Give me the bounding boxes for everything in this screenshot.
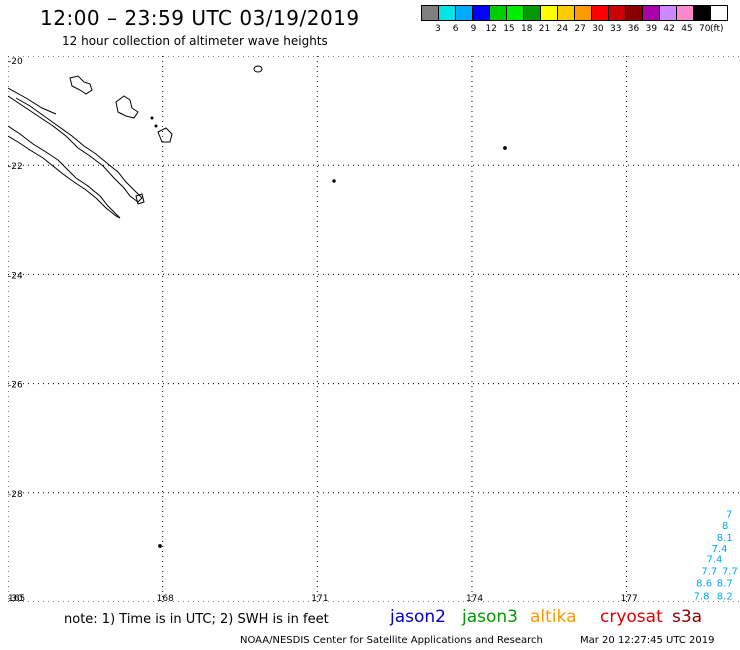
color-legend: 3 6 9 12 15 18 21 24 27 30 33 36 39 42 45 70 (ft) <box>421 5 728 39</box>
map-subtitle: 12 hour collection of altimeter wave hei… <box>62 34 328 48</box>
legend-label: 70 <box>699 24 711 34</box>
legend-label: 6 <box>452 24 459 34</box>
wave-height-value: 8.6 <box>696 579 712 590</box>
longitude-label: 168 <box>157 594 174 602</box>
wave-height-observations: 7.8 8.28.6 8.77.7 7.77.47.48.187 <box>694 509 738 602</box>
wave-height-value: 8.7 <box>717 579 733 590</box>
wave-height-value: 8 <box>722 521 728 532</box>
island-isle-of-pines <box>135 193 145 205</box>
legend-label: 15 <box>503 24 515 34</box>
coastline-grande-terre <box>8 125 121 219</box>
wave-height-value: 7.7 <box>701 567 717 578</box>
legend-label: 9 <box>470 24 477 34</box>
latitude-label: -26 <box>8 381 23 391</box>
islet-b <box>154 124 158 128</box>
satellite-name: cryosat <box>600 607 663 627</box>
wave-height-value: 7.4 <box>712 544 728 555</box>
island-hunter <box>332 179 336 183</box>
legend-label: 36 <box>627 24 640 34</box>
satellite-name: jason2 <box>390 607 446 627</box>
wave-height-value: 7 <box>726 509 732 520</box>
legend-swatch <box>558 6 575 20</box>
legend-label: 3 <box>435 24 441 34</box>
legend-label: 39 <box>645 24 658 34</box>
islet-south <box>158 544 162 548</box>
legend-swatch <box>456 6 473 20</box>
coastline-north <box>8 87 57 115</box>
satellite-name: altika <box>530 607 577 627</box>
wave-height-value: 8.2 <box>717 591 733 602</box>
legend-label: 30 <box>592 24 604 34</box>
legend-swatch <box>490 6 507 20</box>
units-note: note: 1) Time is in UTC; 2) SWH is in fe… <box>64 612 329 627</box>
legend-unit: (ft) <box>710 24 724 34</box>
legend-swatches <box>421 5 728 21</box>
legend-swatch <box>575 6 592 20</box>
legend-label: 21 <box>538 24 551 34</box>
latitude-label: -28 <box>8 490 23 500</box>
legend-swatch <box>422 6 439 20</box>
legend-swatch <box>609 6 626 20</box>
legend-label: 45 <box>681 24 693 34</box>
latitude-label: -24 <box>8 271 23 281</box>
legend-swatch <box>660 6 677 20</box>
legend-swatch <box>626 6 643 20</box>
longitude-label: 177 <box>621 594 638 602</box>
longitude-label: 171 <box>311 594 328 602</box>
legend-swatch <box>643 6 660 20</box>
islet-a <box>150 116 154 120</box>
latitude-label: -22 <box>8 162 23 172</box>
map-title: 12:00 – 23:59 UTC 03/19/2019 <box>40 6 360 30</box>
island-matthew <box>503 146 507 150</box>
longitude-label: 174 <box>466 594 483 602</box>
legend-label: 24 <box>556 24 569 34</box>
legend-swatch <box>524 6 541 20</box>
legend-label: 33 <box>610 24 622 34</box>
legend-labels: 3 6 9 12 15 18 21 24 27 30 33 36 39 42 45 70 (ft) <box>421 21 728 35</box>
coastlines <box>8 65 507 548</box>
legend-swatch <box>473 6 490 20</box>
satellite-name: jason3 <box>462 607 518 627</box>
legend-swatch <box>507 6 524 20</box>
legend-swatch <box>541 6 558 20</box>
legend-swatch <box>439 6 456 20</box>
wave-height-value: 7.8 <box>694 591 710 602</box>
island-mare <box>157 127 173 143</box>
legend-swatch <box>592 6 609 20</box>
legend-label: 42 <box>663 24 675 34</box>
island-lifou <box>115 95 139 119</box>
latitude-label: -20 <box>8 57 23 67</box>
latitude-label: -30 <box>8 594 23 602</box>
wave-height-value: 8.1 <box>717 533 733 544</box>
legend-swatch <box>694 6 711 20</box>
satellite-name: s3a <box>672 607 703 627</box>
legend-swatch <box>677 6 694 20</box>
island-walpole <box>253 65 263 73</box>
credit-line: NOAA/NESDIS Center for Satellite Applica… <box>240 635 543 646</box>
legend-label: 18 <box>521 24 533 34</box>
wave-height-value: 7.7 <box>722 567 738 578</box>
generated-timestamp: Mar 20 12:27:45 UTC 2019 <box>580 635 715 646</box>
longitude-label: 165 <box>8 594 25 602</box>
legend-label: 12 <box>485 24 497 34</box>
island-ouvea <box>69 75 93 95</box>
wave-height-value: 7.4 <box>706 555 722 566</box>
legend-label: 27 <box>574 24 586 34</box>
coastline-grande-terre-inner <box>8 95 143 203</box>
